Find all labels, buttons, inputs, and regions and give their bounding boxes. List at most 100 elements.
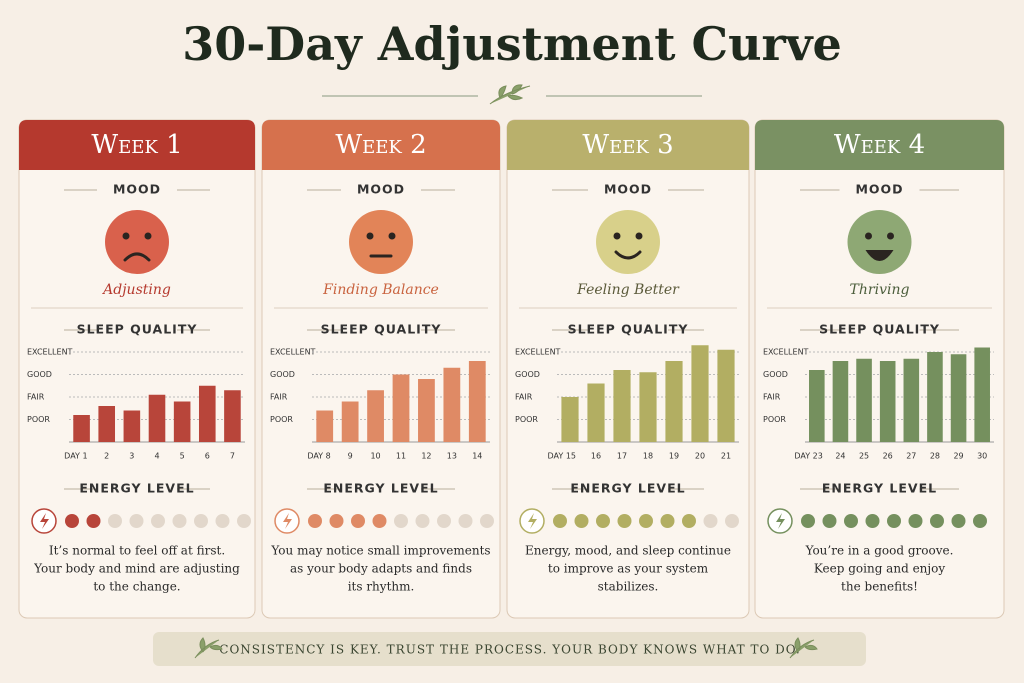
- bar: [443, 367, 461, 442]
- bar: [974, 347, 990, 442]
- x-tick-label: 11: [396, 452, 406, 461]
- section-heading: MOOD: [113, 182, 161, 197]
- card-header: [755, 120, 1004, 170]
- energy-dot: [151, 514, 165, 528]
- energy-dot: [108, 514, 122, 528]
- y-tick-label: POOR: [763, 415, 786, 424]
- x-tick-label: 10: [370, 452, 380, 461]
- x-tick-label: 6: [205, 452, 210, 461]
- section-heading: SLEEP QUALITY: [77, 322, 198, 337]
- footer-text: CONSISTENCY IS KEY. TRUST THE PROCESS. Y…: [219, 643, 800, 657]
- x-tick-label: 19: [669, 452, 679, 461]
- x-tick-label: DAY 8: [307, 452, 330, 461]
- energy-dot: [682, 514, 696, 528]
- bar: [665, 361, 683, 442]
- y-tick-label: FAIR: [270, 393, 288, 402]
- x-tick-label: 3: [129, 452, 134, 461]
- description: Keep going and enjoy: [814, 562, 945, 576]
- energy-dot: [908, 514, 923, 528]
- energy-dot: [194, 514, 208, 528]
- x-tick-label: DAY 15: [548, 452, 576, 461]
- energy-dot: [639, 514, 653, 528]
- description: to improve as your system: [548, 562, 709, 576]
- title: 30-Day Adjustment Curve: [182, 17, 842, 71]
- y-tick-label: EXCELLENT: [270, 348, 316, 357]
- bar: [198, 385, 216, 442]
- x-tick-label: DAY 23: [794, 452, 822, 461]
- energy-dot: [65, 514, 79, 528]
- bar: [392, 374, 410, 442]
- mood-face: [596, 210, 660, 274]
- description: It’s normal to feel off at first.: [49, 544, 225, 558]
- x-tick-label: 12: [421, 452, 431, 461]
- bar: [587, 383, 605, 442]
- week-name: Week 4: [834, 130, 925, 160]
- x-tick-label: 2: [104, 452, 109, 461]
- energy-dot: [372, 514, 387, 528]
- description: stabilizes.: [598, 580, 659, 594]
- eye: [865, 232, 872, 240]
- bar: [123, 410, 141, 442]
- description: the benefits!: [841, 580, 918, 594]
- energy-dot: [215, 514, 230, 528]
- x-tick-label: 16: [591, 452, 601, 461]
- y-tick-label: FAIR: [763, 393, 781, 402]
- section-heading: MOOD: [604, 182, 652, 197]
- section-heading: MOOD: [357, 182, 405, 197]
- leaf-ornament: [489, 84, 531, 105]
- section-heading: ENERGY LEVEL: [822, 481, 937, 496]
- section-heading: SLEEP QUALITY: [819, 322, 940, 337]
- x-tick-label: 29: [953, 452, 963, 461]
- x-tick-label: 14: [472, 452, 482, 461]
- mood-label: Feeling Better: [576, 282, 680, 298]
- bar: [367, 390, 384, 442]
- eye: [122, 232, 130, 240]
- energy-dot: [844, 514, 858, 528]
- x-tick-label: 18: [643, 452, 653, 461]
- energy-dot: [437, 514, 451, 528]
- energy-dot: [865, 514, 880, 528]
- energy-dot: [725, 514, 739, 528]
- bar: [639, 372, 657, 442]
- x-tick-label: 24: [835, 452, 845, 461]
- eye: [887, 232, 894, 240]
- y-tick-label: POOR: [515, 415, 538, 424]
- bolt: [40, 513, 49, 529]
- week-name: Week 3: [582, 130, 673, 160]
- x-tick-label: 17: [617, 452, 627, 461]
- y-tick-label: GOOD: [270, 370, 295, 379]
- x-tick-label: 20: [695, 452, 705, 461]
- bar: [927, 352, 943, 442]
- bar: [717, 349, 735, 442]
- section-heading: SLEEP QUALITY: [321, 322, 442, 337]
- energy-dot: [660, 514, 675, 528]
- section-heading: ENERGY LEVEL: [79, 481, 194, 496]
- energy-dot: [822, 514, 837, 528]
- energy-dot: [237, 514, 251, 528]
- bar: [98, 406, 116, 442]
- card-header: [507, 120, 749, 170]
- footer-banner: [153, 632, 866, 666]
- x-tick-label: 25: [859, 452, 869, 461]
- energy-dot: [86, 514, 101, 528]
- x-tick-label: 27: [906, 452, 916, 461]
- x-tick-label: 28: [930, 452, 940, 461]
- y-tick-label: FAIR: [515, 393, 533, 402]
- bar: [613, 370, 631, 442]
- section-heading: ENERGY LEVEL: [323, 481, 438, 496]
- energy-dot: [394, 514, 408, 528]
- mood-label: Adjusting: [101, 282, 171, 298]
- bar: [316, 410, 334, 442]
- energy-dot: [574, 514, 589, 528]
- card-header: [262, 120, 500, 170]
- bar: [903, 358, 920, 442]
- energy-dot: [973, 514, 987, 528]
- week-name: Week 2: [335, 130, 426, 160]
- mood-face: [847, 210, 912, 274]
- energy-dot: [308, 514, 322, 528]
- y-tick-label: EXCELLENT: [515, 348, 561, 357]
- energy-dot: [172, 514, 187, 528]
- y-tick-label: FAIR: [27, 393, 45, 402]
- energy-dot: [415, 514, 430, 528]
